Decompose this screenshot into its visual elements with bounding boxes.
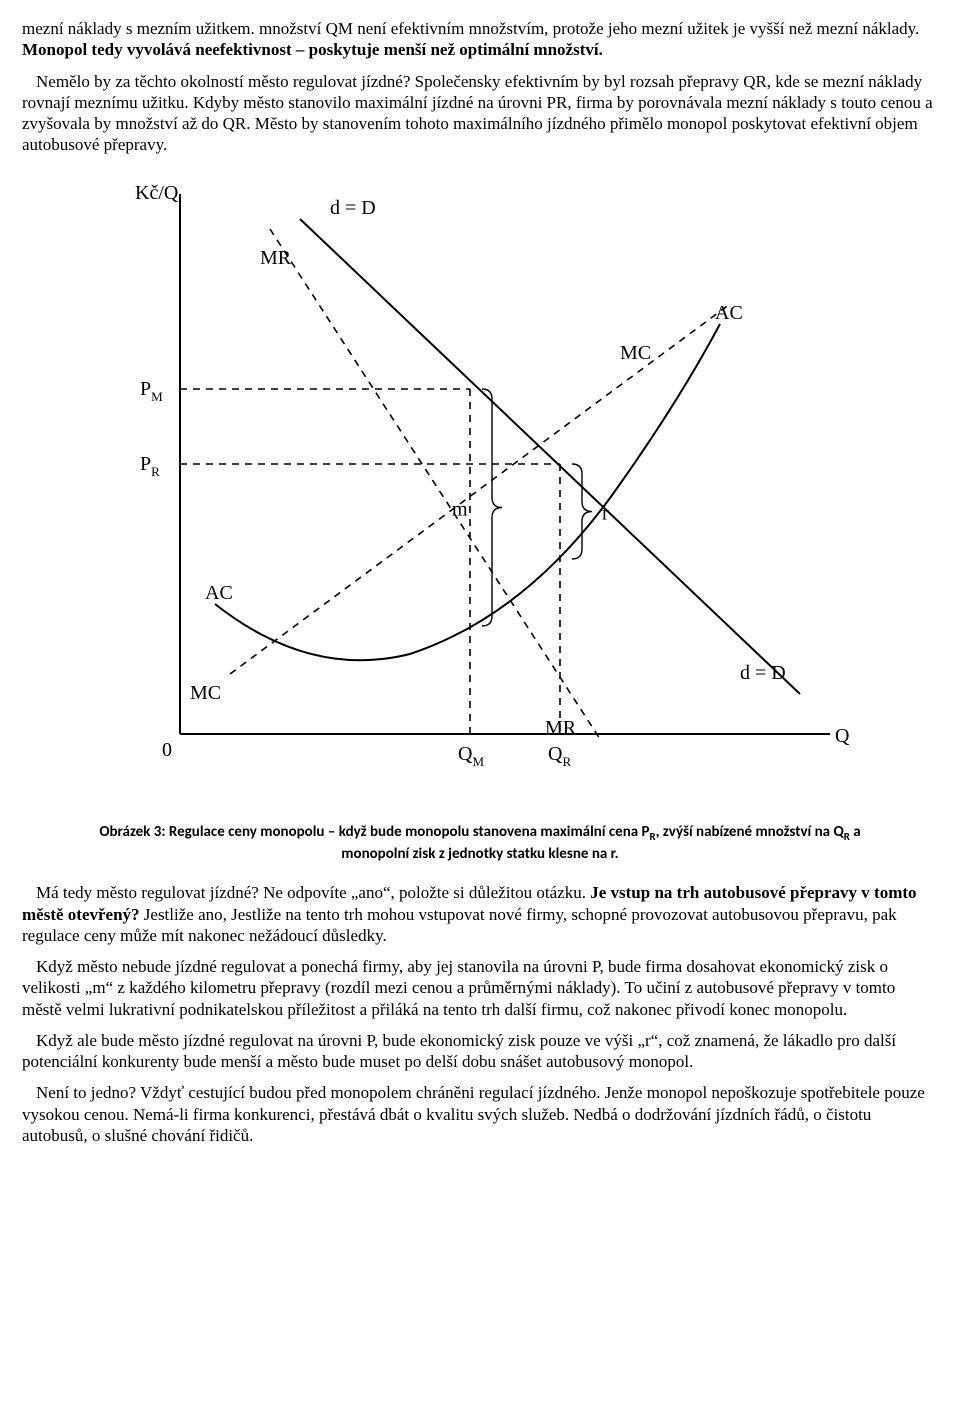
svg-text:d = D: d = D: [740, 662, 786, 684]
svg-text:Kč/Q: Kč/Q: [135, 182, 179, 204]
paragraph-6: Není to jedno? Vždyť cestující budou pře…: [22, 1082, 938, 1146]
svg-text:PM: PM: [140, 378, 163, 404]
paragraph-1: mezní náklady s mezním užitkem. množství…: [22, 18, 938, 61]
svg-text:d = D: d = D: [330, 197, 376, 219]
para1-text-b: Monopol tedy vyvolává neefektivnost – po…: [22, 40, 603, 59]
paragraph-2: Nemělo by za těchto okolností město regu…: [22, 71, 938, 156]
svg-text:0: 0: [162, 739, 172, 761]
svg-text:QR: QR: [548, 743, 571, 769]
svg-text:MC: MC: [620, 342, 651, 364]
svg-text:PR: PR: [140, 453, 160, 479]
svg-text:MR: MR: [545, 717, 577, 739]
monopoly-regulation-chart: Kč/Q Q 0 PM PR QM QR d = D d = D MR MR MC MC AC AC m r: [100, 174, 860, 814]
svg-text:QM: QM: [458, 743, 484, 769]
svg-text:r: r: [602, 502, 609, 524]
svg-text:MC: MC: [190, 682, 221, 704]
svg-text:AC: AC: [205, 582, 233, 604]
figure-caption: Obrázek 3: Regulace ceny monopolu – když…: [90, 822, 870, 865]
svg-text:MR: MR: [260, 247, 292, 269]
para1-text-a: mezní náklady s mezním užitkem. množství…: [22, 19, 919, 38]
svg-text:m: m: [452, 498, 468, 520]
paragraph-4: Když město nebude jízdné regulovat a pon…: [22, 956, 938, 1020]
svg-text:AC: AC: [715, 302, 743, 324]
paragraph-5: Když ale bude město jízdné regulovat na …: [22, 1030, 938, 1073]
paragraph-3: Má tedy město regulovat jízdné? Ne odpov…: [22, 882, 938, 946]
svg-text:Q: Q: [835, 725, 850, 747]
